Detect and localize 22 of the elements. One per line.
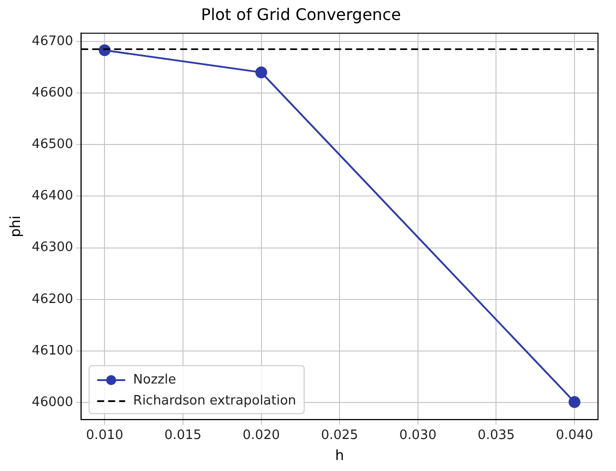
y-tick-label: 46400 — [32, 188, 74, 204]
x-tick-label: 0.010 — [86, 428, 124, 443]
y-tick-label: 46500 — [32, 137, 74, 152]
point — [568, 396, 580, 408]
y-tick-label: 46000 — [32, 394, 74, 410]
x-tick-label: 0.030 — [399, 428, 436, 443]
x-tick-label: 0.040 — [556, 428, 594, 443]
x-tick-label: 0.015 — [164, 428, 202, 443]
legend-label: Nozzle — [133, 372, 176, 388]
x-axis-title: h — [335, 448, 344, 464]
point — [255, 66, 268, 78]
y-tick-label: 46200 — [32, 292, 74, 307]
x-tick-label: 0.035 — [478, 428, 515, 443]
y-tick-label: 46300 — [32, 240, 74, 256]
x-tick-label: 0.025 — [320, 428, 358, 443]
legend-label: Richardson extrapolation — [133, 393, 296, 408]
chart-title: Plot of Grid Convergence — [201, 4, 401, 24]
y-tick-label: 46700 — [32, 34, 74, 49]
y-tick-label: 46600 — [32, 85, 74, 100]
y-tick-label: 46100 — [32, 343, 74, 358]
x-tick-label: 0.020 — [242, 428, 280, 443]
y-axis-title: phi — [8, 216, 24, 238]
